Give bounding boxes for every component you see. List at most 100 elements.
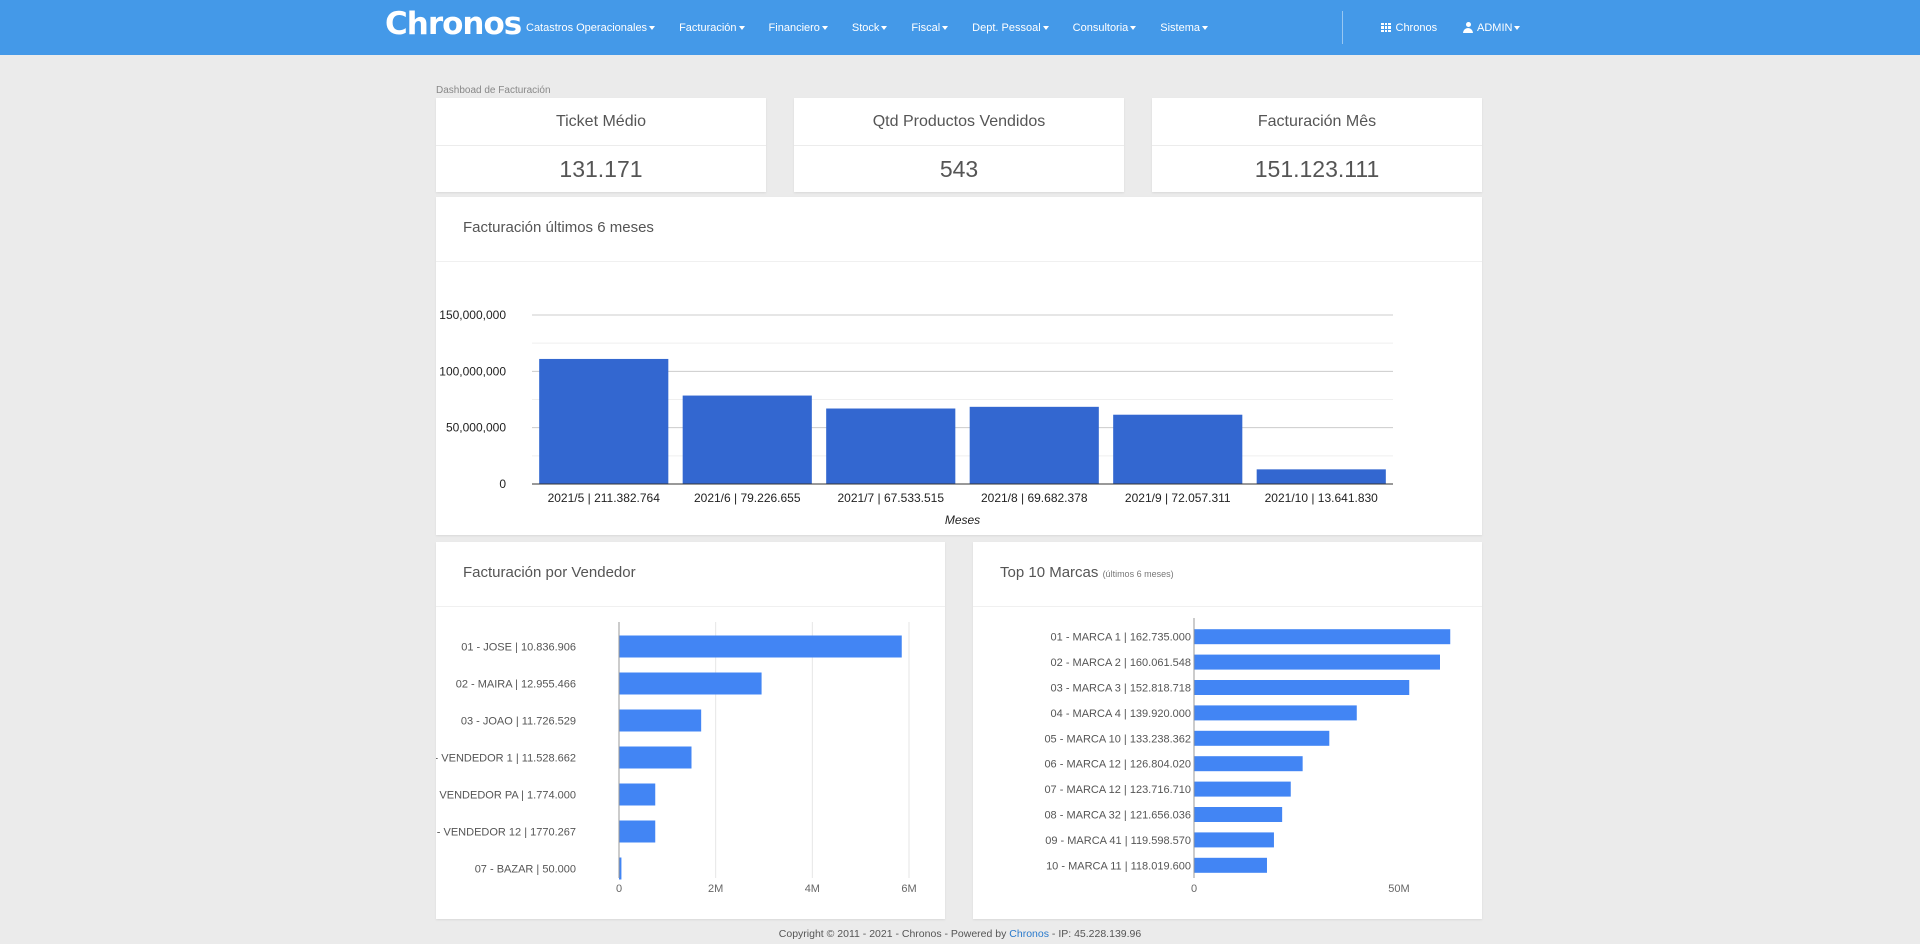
- caret-down-icon: [649, 25, 656, 30]
- bar: [1256, 469, 1386, 484]
- x-tick-label: 2M: [708, 883, 723, 895]
- top-brands-chart: 01 - MARCA 1 | 162.735.000 02 - MARCA 2 |…: [1044, 618, 1451, 895]
- bar: [1194, 654, 1440, 670]
- menu-label: Fiscal: [911, 21, 941, 34]
- y-category-label: 05 - MARCA 10 | 133.238.362: [1044, 733, 1191, 745]
- main-menu: Catastros Operacionales Facturación Fina…: [526, 0, 1232, 55]
- y-category-label: 04 - VENDEDOR 1 | 11.528.662: [436, 753, 576, 765]
- menu-financiero[interactable]: Financiero: [769, 22, 828, 34]
- y-category-label: 07 - BAZAR | 50.000: [475, 864, 576, 876]
- y-category-label: 01 - JOSE | 10.836.906: [461, 642, 576, 654]
- bar: [1194, 680, 1410, 695]
- menu-label: Sistema: [1160, 21, 1201, 34]
- stat-title: Qtd Productos Vendidos: [794, 98, 1124, 146]
- bar: [1194, 629, 1451, 645]
- stat-value: 151.123.111: [1254, 156, 1380, 182]
- y-tick-label: 0: [499, 477, 506, 491]
- stat-title: Facturación Mês: [1152, 98, 1482, 146]
- top-brands-panel: Top 10 Marcas (últimos 6 meses) 01 - MAR…: [973, 542, 1482, 919]
- bar: [619, 709, 702, 732]
- menu-label: Consultoria: [1072, 21, 1129, 34]
- panel-subtitle: (últimos 6 meses): [1102, 569, 1174, 579]
- navbar-divider: [1342, 11, 1343, 44]
- menu-label: Catastros Operacionales: [526, 21, 648, 34]
- stat-value: 131.171: [559, 156, 643, 182]
- caret-down-icon: [1202, 25, 1209, 30]
- bar: [1113, 414, 1243, 484]
- y-category-label: 03 - MARCA 3 | 152.818.718: [1051, 683, 1191, 695]
- x-axis-title: Meses: [945, 513, 980, 527]
- panel-divider: [436, 261, 1482, 262]
- caret-down-icon: [942, 25, 949, 30]
- menu-label: Stock: [851, 21, 880, 34]
- menu-stock[interactable]: Stock: [852, 22, 888, 34]
- y-tick-label: 50,000,000: [446, 421, 506, 435]
- bar: [619, 672, 762, 695]
- vendor-billing-chart: 01 - JOSE | 10.836.906 02 - MAIRA | 12.95…: [436, 622, 917, 895]
- caret-down-icon: [821, 25, 828, 30]
- y-category-label: 03 - JOAO | 11.726.529: [461, 716, 576, 728]
- y-category-label: 10 - MARCA 11 | 118.019.600: [1046, 860, 1191, 872]
- bar: [619, 635, 902, 658]
- menu-dept-pessoal[interactable]: Dept. Pessoal: [972, 21, 1049, 34]
- user-menu[interactable]: ADMIN: [1463, 0, 1521, 55]
- footer-ip: - IP: 45.228.139.96: [1048, 928, 1142, 940]
- bar: [1194, 756, 1303, 772]
- x-tick-label: 50M: [1388, 883, 1409, 895]
- y-category-label: 06 - MARCA 12 | 126.804.020: [1044, 759, 1191, 771]
- panel-title: Top 10 Marcas (últimos 6 meses): [1000, 564, 1174, 581]
- y-category-label: 01 - MARCA 1 | 162.735.000: [1051, 632, 1191, 644]
- y-category-label: 07 - MARCA 12 | 123.716.710: [1044, 784, 1191, 796]
- stat-card-ticket-medio: Ticket Médio 131.171: [436, 98, 766, 192]
- y-category-label: 06 - VENDEDOR 12 | 1770.267: [436, 827, 576, 839]
- menu-fiscal[interactable]: Fiscal: [911, 21, 949, 34]
- bar: [1194, 832, 1274, 848]
- menu-facturacion[interactable]: Facturación: [679, 21, 745, 34]
- caret-down-icon: [1042, 25, 1049, 30]
- bar: [1194, 857, 1267, 873]
- breadcrumb: Dashboad de Facturación: [436, 85, 551, 96]
- x-tick-label: 2021/9 | 72.057.311: [1125, 491, 1231, 505]
- y-category-label: 08 - MARCA 32 | 121.656.036: [1044, 810, 1191, 822]
- y-tick-label: 150,000,000: [439, 308, 506, 322]
- user-label: ADMIN: [1477, 21, 1513, 34]
- apps-grid-icon: [1381, 22, 1391, 33]
- menu-label: Dept. Pessoal: [972, 21, 1041, 34]
- menu-label: Facturación: [679, 21, 737, 34]
- caret-down-icon: [1514, 25, 1521, 30]
- bar: [619, 746, 692, 769]
- bar: [682, 395, 812, 484]
- bar: [619, 820, 656, 843]
- x-tick-label: 0: [616, 883, 622, 895]
- panel-title: Facturación por Vendedor: [463, 564, 636, 581]
- vendor-billing-panel: Facturación por Vendedor 01 - JOSE | 10.…: [436, 542, 945, 919]
- y-category-label: 05 - VENDEDOR PA | 1.774.000: [436, 790, 576, 802]
- panel-divider: [973, 606, 1482, 607]
- bar: [1194, 781, 1291, 797]
- bar: [826, 408, 956, 484]
- x-tick-label: 4M: [805, 883, 820, 895]
- bar: [1194, 705, 1357, 721]
- y-tick-label: 100,000,000: [439, 364, 506, 378]
- bar: [539, 358, 669, 484]
- x-tick-label: 2021/5 | 211.382.764: [548, 491, 661, 505]
- bar: [1194, 807, 1283, 822]
- footer-chronos-link[interactable]: Chronos: [1009, 928, 1049, 940]
- bar: [969, 406, 1099, 484]
- menu-catastros-operacionales[interactable]: Catastros Operacionales: [526, 21, 656, 34]
- y-category-label: 02 - MAIRA | 12.955.466: [456, 679, 576, 691]
- y-category-label: 04 - MARCA 4 | 139.920.000: [1051, 708, 1191, 720]
- apps-menu[interactable]: Chronos: [1381, 0, 1437, 55]
- footer: Copyright © 2011 - 2021 - Chronos - Powe…: [0, 928, 1920, 940]
- menu-consultoria[interactable]: Consultoria: [1073, 22, 1137, 34]
- panel-title-text: Top 10 Marcas: [1000, 564, 1099, 581]
- y-category-label: 02 - MARCA 2 | 160.061.548: [1051, 657, 1191, 669]
- x-tick-label: 2021/10 | 13.641.830: [1265, 491, 1379, 505]
- x-tick-label: 6M: [901, 883, 916, 895]
- menu-sistema[interactable]: Sistema: [1160, 21, 1209, 34]
- caret-down-icon: [738, 25, 745, 30]
- bar: [1194, 730, 1330, 746]
- brand-logo[interactable]: Chronos: [385, 6, 522, 42]
- stat-title: Ticket Médio: [436, 98, 766, 146]
- footer-copyright: Copyright © 2011 - 2021 - Chronos - Powe…: [778, 928, 1010, 940]
